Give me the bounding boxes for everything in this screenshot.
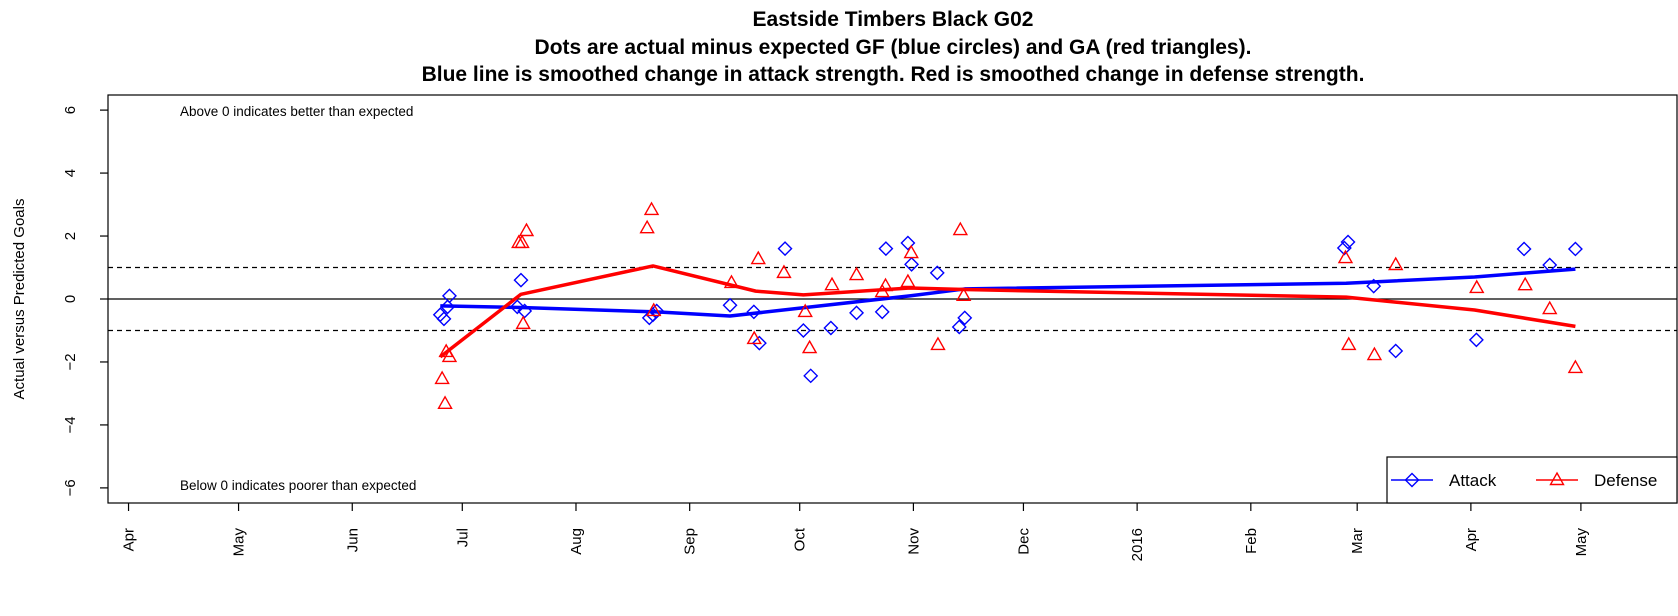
legend-label: Attack [1449,471,1497,490]
triangle-marker [797,303,813,318]
triangle-marker [639,219,655,234]
diamond-marker [509,299,525,315]
triangle-marker [1549,471,1565,486]
diamond-marker [649,303,665,319]
chart-subtitle: Dots are actual minus expected GF (blue … [535,36,1252,59]
x-tick-label: May [1573,528,1590,557]
diamond-marker [1567,241,1583,257]
triangle-marker [434,370,450,385]
triangle-marker [955,287,972,302]
x-tick-label: Dec [1015,528,1032,555]
diamond-marker [1388,343,1404,359]
legend-label: Defense [1594,471,1657,490]
chart-title: Eastside Timbers Black G02 [753,8,1034,31]
triangle-marker [1567,359,1584,374]
diamond-marker [1404,472,1420,488]
diamond-marker [746,304,762,320]
diamond-marker [751,335,767,351]
x-tick-label: Sep [682,528,699,555]
diamond-marker [951,319,967,335]
diamond-marker [436,311,452,327]
diamond-marker [513,272,529,288]
x-tick-label: 2016 [1129,528,1146,561]
y-tick-label: 6 [62,106,79,114]
y-axis-label: Actual versus Predicted Goals [11,199,28,400]
triangle-marker [1542,300,1558,315]
triangle-marker [643,201,660,216]
triangle-marker [801,339,818,354]
diamond-marker [878,241,894,257]
triangle-marker [437,395,453,410]
diamond-marker [823,320,839,336]
annotation: Above 0 indicates better than expected [180,104,413,119]
y-tick-label: −6 [62,479,79,496]
triangle-marker [746,330,762,345]
diamond-marker [929,265,945,281]
diamond-marker [849,305,865,321]
triangle-marker [750,250,766,265]
triangle-marker [824,276,840,291]
diamond-marker [874,304,890,320]
triangle-marker [514,234,530,249]
diamond-marker [722,297,738,313]
x-tick-label: Jul [454,528,471,547]
y-tick-label: −4 [62,416,79,433]
x-tick-label: Jun [344,528,361,552]
x-tick-label: Nov [905,528,922,555]
smooth-line [439,264,1576,359]
triangle-marker [441,348,458,363]
diamond-marker [1516,241,1532,257]
diamond-marker [1542,257,1558,273]
diamond-marker [900,235,916,251]
diamond-marker [517,303,533,319]
diamond-marker [957,310,973,326]
diamond-marker [1366,278,1382,294]
triangle-marker [1337,249,1354,264]
y-tick-label: −2 [62,353,79,370]
triangle-marker [900,273,916,288]
triangle-marker [723,274,740,289]
triangle-marker [952,221,969,236]
diamond-marker [1468,332,1484,348]
x-tick-label: Mar [1349,528,1366,554]
diamond-marker [1336,240,1352,256]
triangle-marker [877,277,894,292]
chart-subtitle: Blue line is smoothed change in attack s… [422,63,1365,86]
triangle-marker [1387,256,1404,271]
diamond-marker [795,322,811,338]
triangle-marker [930,336,946,351]
x-tick-label: Apr [121,528,138,551]
x-tick-label: Oct [792,527,809,551]
triangle-marker [903,244,919,259]
diamond-marker [777,241,793,257]
y-tick-label: 2 [62,232,79,240]
diamond-marker [441,288,457,304]
triangle-marker [515,315,531,330]
triangle-marker [1469,279,1485,294]
triangle-marker [1366,346,1383,361]
triangle-marker [1517,276,1533,291]
y-tick-label: 0 [62,295,79,303]
diamond-marker [803,368,819,384]
triangle-marker [776,264,792,279]
triangle-marker [848,266,865,281]
annotation: Below 0 indicates poorer than expected [180,478,416,493]
smooth-line [440,267,1576,318]
x-tick-label: Feb [1243,528,1260,554]
x-tick-label: Apr [1463,528,1480,551]
diamond-marker [440,299,456,315]
y-tick-label: 4 [62,169,79,177]
x-tick-label: May [231,528,248,557]
legend-box [1386,456,1678,504]
triangle-marker [1341,336,1357,351]
triangle-marker [646,302,662,317]
diamond-marker [904,256,920,272]
diamond-marker [1340,234,1356,250]
x-tick-label: Aug [568,528,585,555]
triangle-marker [518,222,535,237]
